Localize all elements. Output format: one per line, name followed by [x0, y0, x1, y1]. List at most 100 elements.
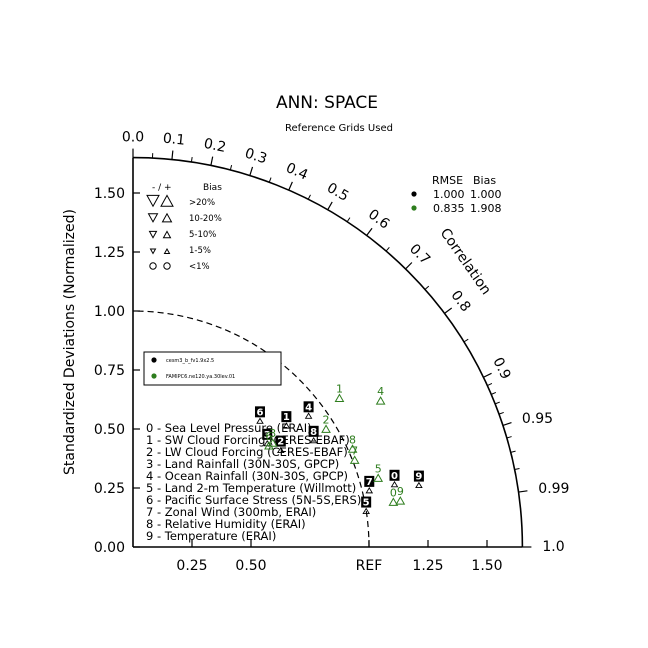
- series-name: FAMIPC6.ne120.ya.30lev.01: [166, 374, 235, 380]
- variable-list-item: 2 - LW Cloud Forcing (CERES-EBAF): [146, 445, 348, 459]
- case-legend-box: [143, 351, 282, 386]
- corr-minor-tick: [514, 468, 520, 471]
- x-tick-label: 1.25: [412, 558, 443, 574]
- data-point: [267, 438, 278, 447]
- data-point: [321, 424, 331, 433]
- corr-tick-mark: [518, 490, 528, 493]
- triangle-up-icon: [161, 212, 173, 223]
- data-label-box: [303, 401, 314, 413]
- corr-tick-label: 0.2: [202, 136, 227, 156]
- data-label-box: [389, 469, 400, 481]
- corr-tick-label: 0.5: [324, 180, 351, 205]
- data-label-box: [364, 475, 375, 487]
- data-label: 2: [277, 437, 284, 448]
- y-tick-label: 1.25: [94, 245, 125, 261]
- data-point: [264, 441, 274, 450]
- series-dot-icon: [151, 357, 157, 363]
- y-tick-label: 0.00: [94, 540, 125, 556]
- circle-icon: [149, 262, 157, 270]
- variable-list-item: 6 - Pacific Surface Stress (5N-5S,ERS): [146, 493, 361, 507]
- bias-legend-header: - / +: [152, 183, 172, 193]
- corr-tick-mark: [405, 262, 413, 270]
- corr-minor-tick: [229, 164, 233, 171]
- bias-value: 1.908: [470, 202, 502, 215]
- bias-legend-label: >20%: [189, 198, 215, 208]
- corr-minor-tick: [307, 194, 311, 200]
- triangle-down-icon: [149, 248, 157, 255]
- data-label-box: [281, 411, 292, 423]
- triangle-up-icon: [162, 230, 172, 239]
- bias-legend-label: 5-10%: [189, 230, 216, 240]
- corr-minor-tick: [190, 156, 193, 163]
- series-dot-icon: [411, 191, 417, 197]
- data-point: [375, 396, 386, 405]
- bias-legend-label: 10-20%: [189, 214, 222, 224]
- outer-arc: [132, 156, 524, 548]
- corr-tick-mark: [327, 201, 333, 211]
- corr-tick-label: 1.0: [542, 539, 564, 555]
- data-point: [282, 422, 291, 429]
- y-tick-label: 1.50: [94, 186, 125, 202]
- bias-legend: - / + Bias >20% 10-20% 5-10% 1-5% <1%: [146, 183, 222, 272]
- x-tick-label: 1.50: [471, 558, 502, 574]
- data-point: [390, 480, 399, 488]
- y-tick-label: 1.00: [94, 304, 125, 320]
- variable-list-item: 7 - Zonal Wind (300mb, ERAI): [146, 505, 316, 519]
- data-label: 9: [397, 485, 404, 498]
- rmse-value: 0.835: [433, 202, 465, 215]
- corr-tick-label: 0.0: [122, 130, 144, 146]
- corr-minor-tick: [487, 383, 493, 387]
- data-label: 8: [349, 433, 356, 446]
- data-label: 4: [377, 385, 384, 398]
- case-legend: cesm3_b_fv1.9x2.5 FAMIPC6.ne120.ya.30lev.…: [143, 351, 282, 386]
- corr-minor-tick: [463, 338, 469, 343]
- corr-tick-label: 0.9: [489, 355, 513, 382]
- series-name: cesm3_b_fv1.9x2.5: [166, 358, 214, 364]
- y-tick-label: 0.50: [94, 422, 125, 438]
- data-label: 7: [366, 477, 373, 488]
- data-label-box: [275, 435, 286, 447]
- data-point: [256, 417, 264, 424]
- data-point: [349, 455, 360, 464]
- bias-value: 1.000: [470, 188, 502, 201]
- bias-legend-title: Bias: [203, 183, 222, 193]
- variable-list-item: 3 - Land Rainfall (30N-30S, GPCP): [146, 457, 339, 471]
- data-label-box: [361, 496, 372, 508]
- variable-list-item: 4 - Ocean Rainfall (30N-30S, GPCP): [146, 469, 348, 483]
- corr-tick-label: 0.6: [365, 206, 392, 232]
- triangle-up-icon: [160, 194, 174, 207]
- data-point: [309, 436, 318, 444]
- triangle-down-icon: [146, 194, 160, 208]
- corr-minor-tick: [506, 436, 512, 439]
- corr-tick-label: 0.99: [538, 481, 569, 497]
- chart-subtitle: Reference Grids Used: [285, 123, 393, 134]
- series-dot-icon: [411, 205, 417, 211]
- correlation-label: Correlation: [437, 225, 494, 297]
- data-label: 5: [375, 462, 382, 475]
- data-point: [388, 497, 399, 506]
- y-tick-label: 0.25: [94, 481, 125, 497]
- corr-minor-tick: [346, 217, 351, 223]
- data-point: [415, 481, 423, 489]
- corr-tick-mark: [210, 156, 214, 166]
- data-point: [334, 393, 345, 403]
- corr-tick-mark: [171, 150, 174, 160]
- data-label: 7: [351, 444, 358, 457]
- data-label: 6: [265, 430, 272, 443]
- triangle-down-icon: [147, 213, 159, 223]
- triangle-up-icon: [163, 247, 171, 254]
- data-label-box: [262, 428, 273, 440]
- y-axis-label: Standardized Deviations (Normalized): [62, 209, 78, 475]
- corr-tick-mark: [366, 227, 373, 236]
- chart-title: ANN: SPACE: [276, 93, 378, 113]
- data-label: 3: [269, 427, 276, 440]
- data-label-box: [413, 470, 424, 482]
- data-point: [373, 473, 384, 482]
- data-label: 0: [391, 471, 398, 482]
- bias-legend-label: <1%: [189, 262, 210, 272]
- data-label: 1: [336, 383, 343, 396]
- variable-list-item: 1 - SW Cloud Forcing (CERES-EBAF): [146, 433, 350, 447]
- rmse-header: RMSE: [432, 174, 463, 187]
